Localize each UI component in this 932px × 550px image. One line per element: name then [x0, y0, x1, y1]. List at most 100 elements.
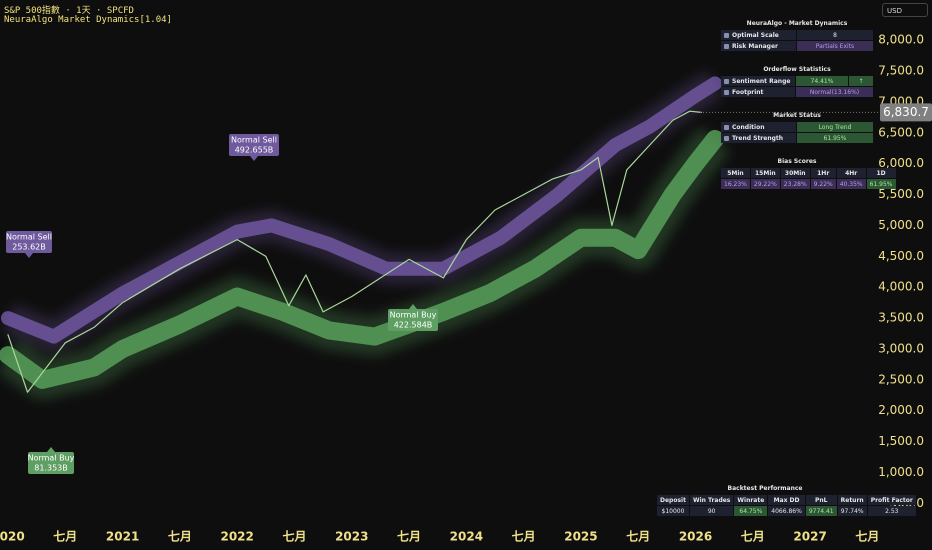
x-tick-label: 2022 — [220, 530, 253, 544]
cell: 30Min — [780, 168, 810, 178]
price-line — [7, 110, 702, 393]
x-tick-label: 七月 — [53, 530, 77, 544]
symbol-title: S&P 500指數 · 1天 · SPCFD — [4, 6, 134, 16]
cell: PnL — [805, 495, 837, 505]
cell: 1D — [866, 168, 896, 178]
x-tick-label: 七月 — [741, 530, 765, 544]
panel-title: Backtest Performance — [727, 485, 803, 492]
y-tick-label: 2,000.0 — [878, 403, 924, 417]
cell: 74.41% — [796, 76, 848, 86]
cell: 8 — [797, 30, 873, 40]
cell: 9.22% — [810, 179, 836, 189]
y-tick-label: 5,000.0 — [878, 218, 924, 232]
y-tick-label: 8,000.0 — [878, 33, 924, 47]
y-tick-label: 4,500.0 — [878, 249, 924, 263]
annotation-box — [229, 134, 279, 156]
cell: 15Min — [750, 168, 780, 178]
annotation-pointer — [409, 304, 417, 309]
cell: 16.23% — [721, 179, 750, 189]
annotation-box — [388, 309, 438, 331]
cell: Optimal Scale — [721, 30, 796, 40]
backtest-panel: Backtest Performance Deposit Win Trades Wi… — [656, 483, 916, 517]
y-tick-label: 6,000.0 — [878, 156, 924, 170]
annotation-pointer — [47, 447, 55, 452]
cell: 97.74% — [837, 506, 867, 516]
cell: 4Hr — [836, 168, 866, 178]
cell: Trend Strength — [721, 133, 796, 143]
cell: Profit Factor — [867, 495, 916, 505]
bias-table: 5Min 15Min 30Min 1Hr 4Hr 1D 16.23% 29.22% 23.28… — [720, 167, 897, 190]
annotation-text: Normal Buy — [28, 454, 75, 463]
x-tick-label: 2027 — [793, 530, 826, 544]
cell: 2.53 — [867, 506, 916, 516]
x-tick-label: 七月 — [626, 530, 650, 544]
x-tick-label: 七月 — [282, 530, 306, 544]
backtest-table: Deposit Win Trades Winrate Max DD PnL Return P… — [656, 494, 917, 517]
currency-selector[interactable]: USD — [882, 3, 928, 17]
x-tick-label: 七月 — [512, 530, 536, 544]
cell: Partials Exits — [797, 41, 873, 51]
last-price-label: 6,830.7 — [883, 105, 929, 119]
cell: Win Trades — [689, 495, 734, 505]
x-tick-label: 2021 — [106, 530, 139, 544]
cell: 40.35% — [836, 179, 866, 189]
y-tick-label: 4,000.0 — [878, 280, 924, 294]
panel-title: Orderflow Statistics — [763, 66, 831, 73]
cell: 1Hr — [810, 168, 836, 178]
cell: 90 — [689, 506, 734, 516]
cell: ↑ — [849, 76, 873, 86]
panel-title: Market Status — [773, 112, 821, 119]
x-tick-label: 七月 — [168, 530, 192, 544]
cell: 64.75% — [734, 506, 768, 516]
panel-title: Bias Scores — [777, 158, 817, 165]
y-tick-label: 5,500.0 — [878, 187, 924, 201]
cell: Risk Manager — [721, 41, 796, 51]
annotation-box — [28, 452, 74, 474]
settings-table: Optimal Scale 8 Risk Manager Partials Exit… — [720, 29, 874, 52]
y-tick-label: 7,500.0 — [878, 64, 924, 78]
cell: $10000 — [657, 506, 689, 516]
cell: 61.95% — [866, 179, 896, 189]
x-tick-label: 2024 — [450, 530, 483, 544]
cell: Footprint — [721, 87, 795, 97]
cell: Normal(13.16%) — [796, 87, 873, 97]
cell: Long Trend — [797, 122, 873, 132]
cell: 23.28% — [780, 179, 810, 189]
last-price-box — [880, 103, 932, 122]
y-tick-label: 3,500.0 — [878, 311, 924, 325]
x-tick-label: 2023 — [335, 530, 368, 544]
dashboard: NeuraAlgo - Market Dynamics Optimal Scal… — [720, 18, 896, 190]
annotation-pointer — [25, 253, 33, 258]
x-tick-label: 2026 — [679, 530, 712, 544]
annotation-text: Normal Buy — [390, 311, 437, 320]
x-tick-label: 2025 — [564, 530, 597, 544]
cell: 29.22% — [750, 179, 780, 189]
cell: Deposit — [657, 495, 689, 505]
orderflow-table: Sentiment Range 74.41% ↑ Footprint Normal(1… — [720, 75, 874, 98]
market-table: Condition Long Trend Trend Strength 61.95% — [720, 121, 874, 144]
annotation-amount: 253.62B — [12, 243, 45, 252]
y-tick-label: 1,500.0 — [878, 434, 924, 448]
annotation-text: Normal Sell — [6, 233, 52, 242]
cell: Max DD — [768, 495, 805, 505]
cell: 4066.86% — [768, 506, 805, 516]
annotation-amount: 492.655B — [235, 146, 274, 155]
cell: Winrate — [734, 495, 768, 505]
cell: 9774.41 — [805, 506, 837, 516]
annotation-box — [6, 231, 52, 253]
indicator-name: NeuraAlgo Market Dynamics[1.04] — [4, 15, 172, 25]
band — [1, 76, 722, 344]
annotation-amount: 422.584B — [394, 321, 433, 330]
annotation-text: Normal Sell — [231, 136, 277, 145]
x-tick-label: 七月 — [397, 530, 421, 544]
y-tick-label: 6,500.0 — [878, 125, 924, 139]
x-tick-label: 2020 — [0, 530, 25, 544]
cell: Sentiment Range — [721, 76, 795, 86]
cell: 61.95% — [797, 133, 873, 143]
cell: Return — [837, 495, 867, 505]
y-tick-label: 3,000.0 — [878, 341, 924, 355]
y-tick-label: 2,500.0 — [878, 372, 924, 386]
y-tick-label: 1,000.0 — [878, 465, 924, 479]
cell: 5Min — [721, 168, 750, 178]
annotation-pointer — [250, 156, 258, 161]
